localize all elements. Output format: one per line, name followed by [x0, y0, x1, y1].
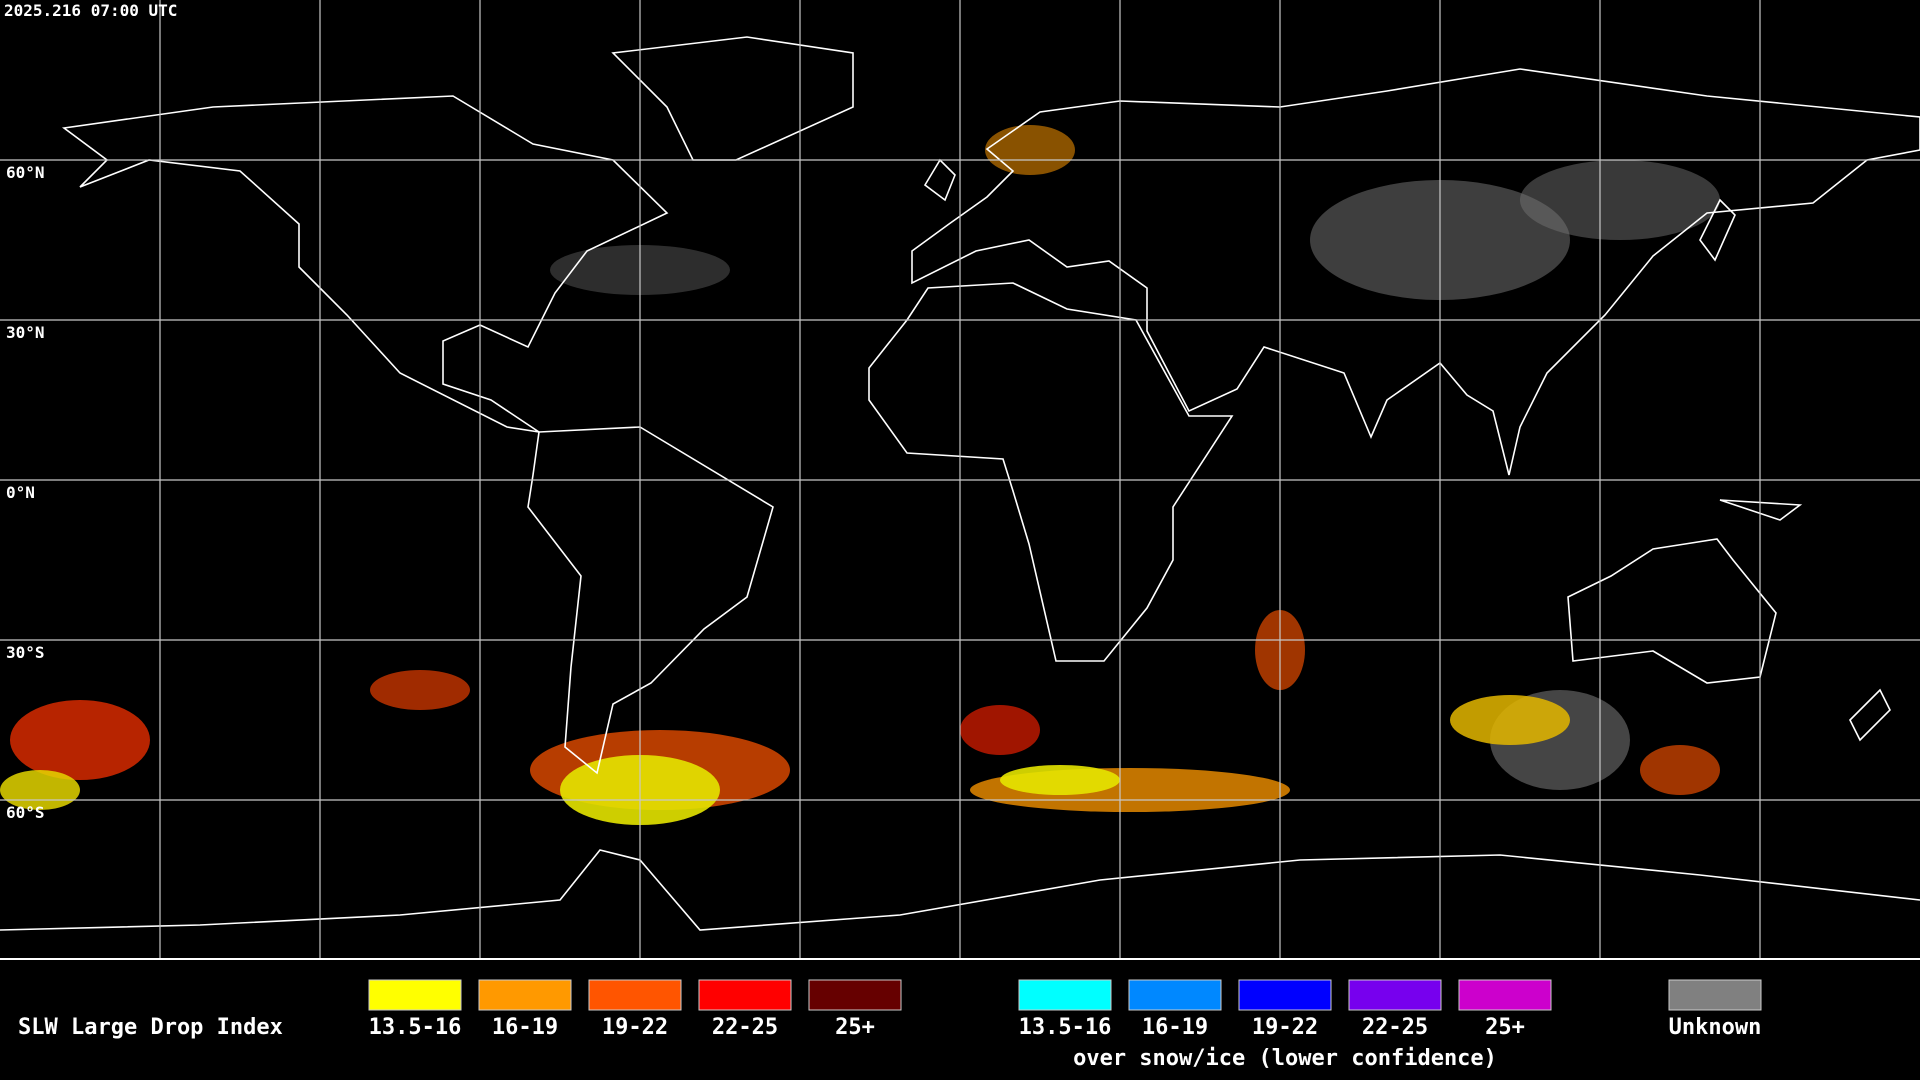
legend: 13.5-16 16-19 19-22 22-25 25+ 13.5-16 16-19 19-…	[368, 979, 1762, 1071]
graticule	[0, 0, 1920, 958]
timestamp: 2025.216 07:00 UTC	[4, 1, 177, 20]
legend-caption: over snow/ice (lower confidence)	[1073, 1046, 1497, 1071]
legend-label: Unknown	[1669, 1015, 1762, 1040]
cloud-fields	[0, 125, 1720, 825]
legend-label: 16-19	[1142, 1015, 1208, 1040]
latitude-label: 30°N	[6, 323, 45, 342]
latitude-labels: 60°N 30°N 0°N 30°S 60°S	[6, 163, 45, 822]
legend-swatch	[1018, 979, 1112, 1011]
unknown-area	[1520, 160, 1720, 240]
latitude-label: 60°S	[6, 803, 45, 822]
legend-label: 25+	[835, 1015, 875, 1040]
latitude-label: 30°S	[6, 643, 45, 662]
slw-area	[370, 670, 470, 710]
map: 60°N 30°N 0°N 30°S 60°S	[0, 0, 1920, 960]
legend-label: 22-25	[712, 1015, 778, 1040]
legend-swatch	[478, 979, 572, 1011]
slw-area	[1450, 695, 1570, 745]
coastlines	[0, 36, 1920, 931]
slw-area	[10, 700, 150, 780]
legend-label: 13.5-16	[369, 1015, 462, 1040]
coastline	[911, 68, 1920, 476]
slw-area	[1000, 765, 1120, 795]
coastline	[1567, 538, 1777, 684]
legend-title: SLW Large Drop Index	[18, 1015, 283, 1040]
coastline	[527, 426, 774, 775]
legend-swatch	[1458, 979, 1552, 1011]
legend-swatch	[1348, 979, 1442, 1011]
legend-label: 19-22	[602, 1015, 668, 1040]
legend-swatch	[1128, 979, 1222, 1011]
slw-area	[960, 705, 1040, 755]
slw-area	[1640, 745, 1720, 795]
latitude-label: 0°N	[6, 483, 35, 502]
legend-label: 25+	[1485, 1015, 1525, 1040]
map-border	[0, 958, 1920, 960]
legend-swatch	[1238, 979, 1332, 1011]
legend-label: 13.5-16	[1019, 1015, 1112, 1040]
coastline	[61, 95, 669, 433]
latitude-label: 60°N	[6, 163, 45, 182]
legend-label: 16-19	[492, 1015, 558, 1040]
slw-area	[985, 125, 1075, 175]
coastline	[868, 282, 1234, 662]
coastline	[0, 849, 1920, 931]
legend-swatch	[808, 979, 902, 1011]
legend-swatch	[588, 979, 682, 1011]
legend-swatch	[698, 979, 792, 1011]
legend-label: 19-22	[1252, 1015, 1318, 1040]
legend-swatch	[368, 979, 462, 1011]
legend-label: 22-25	[1362, 1015, 1428, 1040]
coastline	[923, 158, 1891, 742]
legend-swatch	[1668, 979, 1762, 1011]
